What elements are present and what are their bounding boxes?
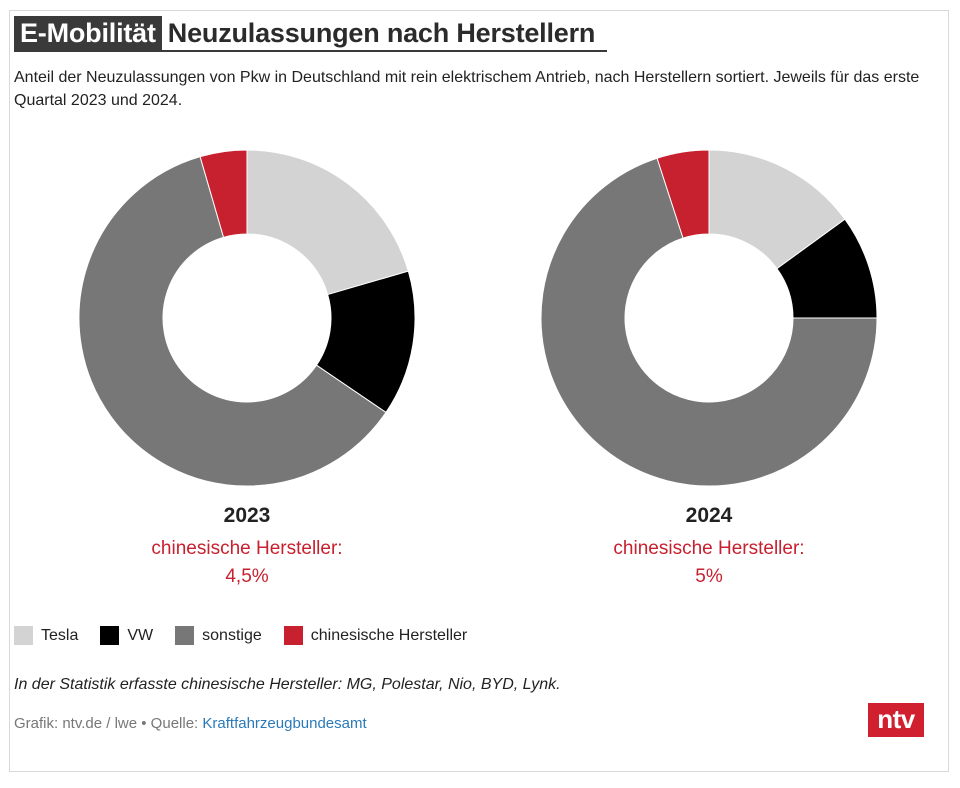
legend-item-tesla: Tesla bbox=[14, 626, 78, 645]
legend-label-vw: VW bbox=[127, 626, 154, 644]
legend-swatch-tesla bbox=[14, 626, 33, 645]
source-link[interactable]: Kraftfahrzeugbundesamt bbox=[202, 715, 367, 732]
legend-item-sonstige: sonstige bbox=[175, 626, 262, 645]
legend-swatch-sonstige bbox=[175, 626, 195, 645]
legend-item-vw: VW bbox=[100, 626, 153, 645]
legend-swatch-vw bbox=[100, 626, 120, 645]
legend-label-tesla: Tesla bbox=[41, 626, 79, 644]
slice-2023-chinesische-hersteller bbox=[199, 149, 248, 238]
legend-item-chinesische: chinesische Hersteller bbox=[283, 626, 468, 645]
donut-2024 bbox=[540, 149, 878, 487]
slice-2024-sonstige bbox=[540, 157, 878, 487]
footer-credit: Grafik: ntv.de / lwe • Quelle: Kraftfahr… bbox=[14, 715, 367, 732]
year-label-2023: 2023 bbox=[223, 504, 271, 527]
year-label-2024: 2024 bbox=[685, 504, 733, 527]
legend-label-sonstige: sonstige bbox=[202, 626, 262, 644]
chinese-value-2024: 5% bbox=[695, 566, 723, 587]
donut-2023 bbox=[78, 149, 416, 487]
footer-credit-text: Grafik: ntv.de / lwe • Quelle: bbox=[14, 715, 203, 732]
legend: Tesla VW sonstige chinesische Hersteller bbox=[14, 626, 489, 645]
chinese-label-2024: chinesische Hersteller: bbox=[613, 538, 805, 559]
title-tag: E-Mobilität bbox=[14, 16, 162, 50]
chinese-label-2023: chinesische Hersteller: bbox=[151, 538, 343, 559]
title-row: E-Mobilität Neuzulassungen nach Herstell… bbox=[14, 16, 608, 52]
slice-2024-chinesische-hersteller bbox=[656, 149, 710, 239]
slice-2023-tesla bbox=[246, 149, 409, 296]
legend-label-chinesische: chinesische Hersteller bbox=[310, 626, 468, 644]
slice-2023-sonstige bbox=[78, 156, 387, 487]
legend-swatch-chinesische bbox=[283, 626, 303, 645]
ntv-logo: ntv bbox=[868, 703, 924, 737]
chart-subtitle: Anteil der Neuzulassungen von Pkw in Deu… bbox=[14, 69, 920, 109]
chinese-value-2023: 4,5% bbox=[225, 566, 269, 587]
chart-note: In der Statistik erfasste chinesische He… bbox=[14, 676, 561, 693]
chart-title: Neuzulassungen nach Herstellern bbox=[167, 18, 596, 48]
